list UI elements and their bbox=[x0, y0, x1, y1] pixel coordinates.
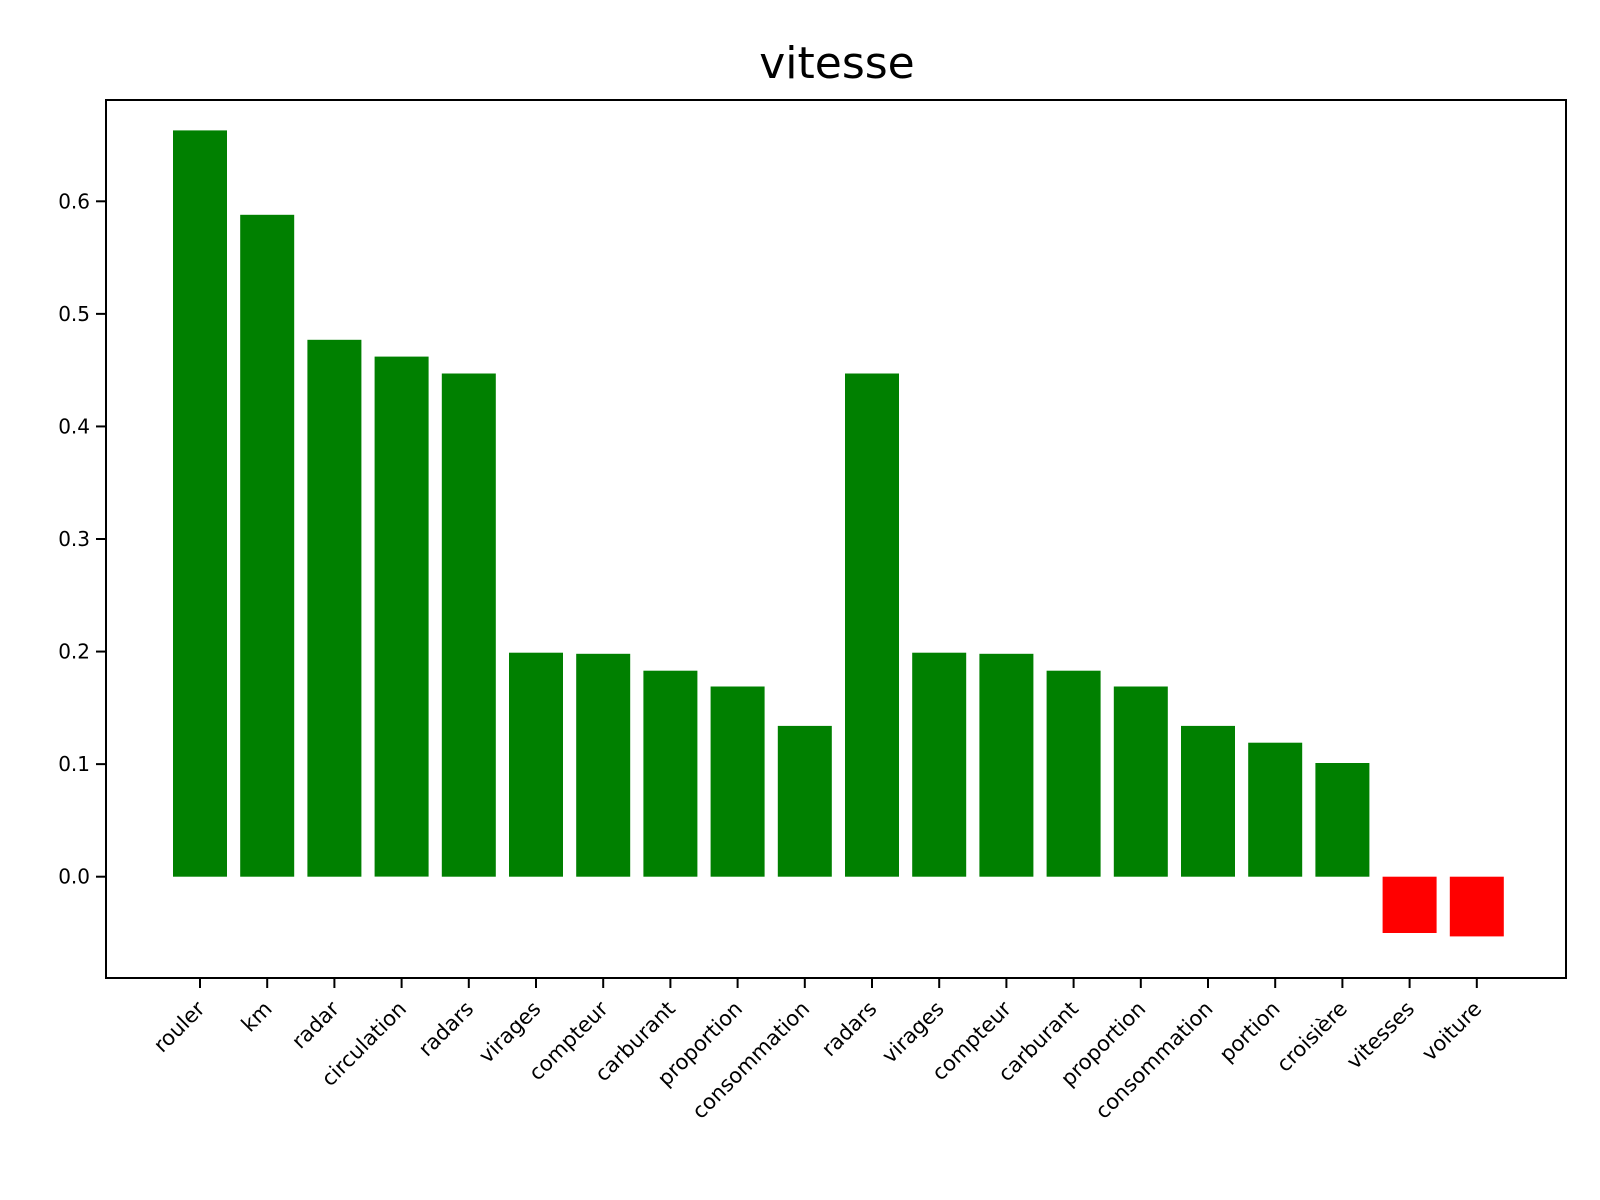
bar-12 bbox=[912, 652, 967, 877]
y-tick-label-7: 0.6 bbox=[58, 189, 90, 213]
bar-10 bbox=[777, 725, 832, 877]
bar-18 bbox=[1315, 763, 1370, 877]
bar-7 bbox=[576, 653, 631, 877]
y-tick-label-4: 0.3 bbox=[58, 527, 90, 551]
x-tick-label-18: croisière bbox=[1272, 997, 1352, 1077]
bar-5 bbox=[441, 373, 496, 877]
x-tick-label-5: radars bbox=[414, 997, 479, 1062]
y-tick-label-6: 0.5 bbox=[58, 302, 90, 326]
bar-3 bbox=[307, 339, 362, 877]
bar-8 bbox=[643, 670, 698, 877]
y-tick-label-2: 0.1 bbox=[58, 752, 90, 776]
bar-1 bbox=[173, 130, 227, 877]
x-tick-label-16: consommation bbox=[1091, 997, 1218, 1124]
bar-9 bbox=[710, 686, 765, 877]
x-tick-label-1: rouler bbox=[149, 996, 210, 1057]
bar-15 bbox=[1113, 686, 1168, 877]
bar-13 bbox=[979, 653, 1034, 877]
x-tick-label-19: vitesses bbox=[1342, 997, 1419, 1074]
bar-20 bbox=[1449, 876, 1504, 937]
plot-frame bbox=[105, 99, 1567, 979]
bar-6 bbox=[509, 652, 563, 877]
bar-16 bbox=[1181, 725, 1235, 877]
bar-11 bbox=[845, 373, 899, 877]
bar-17 bbox=[1248, 742, 1303, 877]
bar-4 bbox=[374, 356, 429, 877]
x-tick-label-2: km bbox=[237, 997, 277, 1037]
bar-2 bbox=[240, 214, 295, 877]
bar-14 bbox=[1046, 670, 1101, 877]
bar-19 bbox=[1382, 876, 1437, 933]
x-tick-label-10: consommation bbox=[687, 997, 814, 1124]
chart-title: vitesse bbox=[759, 38, 915, 89]
bars-group bbox=[173, 130, 1504, 937]
x-tick-label-3: radar bbox=[287, 996, 344, 1053]
y-tick-label-3: 0.2 bbox=[58, 640, 90, 664]
x-tick-label-11: radars bbox=[817, 997, 882, 1062]
y-axis: 0.0 0.1 0.2 0.3 0.4 0.5 0.6 bbox=[58, 189, 106, 889]
x-tick-label-20: voiture bbox=[1417, 997, 1486, 1066]
y-tick-label-1: 0.0 bbox=[58, 865, 90, 889]
y-tick-label-5: 0.4 bbox=[58, 414, 90, 438]
